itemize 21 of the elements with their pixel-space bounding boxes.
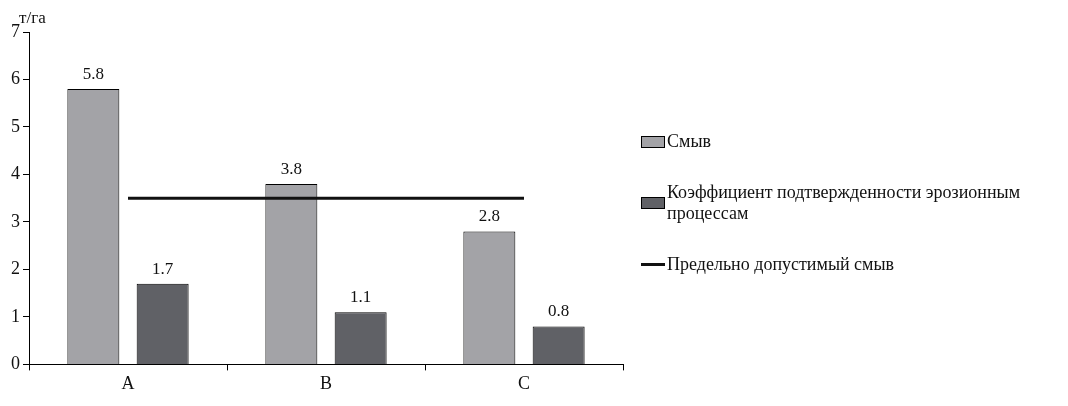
data-label: 2.8 xyxy=(478,206,500,226)
data-label: 1.7 xyxy=(152,258,174,278)
x-tick-label: A xyxy=(121,372,135,393)
y-tick-label: 0 xyxy=(11,353,20,374)
legend-label: Смыв xyxy=(667,131,711,152)
x-tick-label: B xyxy=(319,372,333,393)
data-label: 5.8 xyxy=(82,63,104,83)
data-label: 1.1 xyxy=(350,287,372,307)
y-tick-label: 2 xyxy=(11,258,20,279)
legend-label: Предельно допустимый смыв xyxy=(667,254,895,275)
y-tick-label: 6 xyxy=(11,68,20,89)
x-tick-label: C xyxy=(517,372,531,393)
y-axis-title: т/га xyxy=(19,7,47,27)
y-tick-label: 3 xyxy=(11,210,20,231)
legend-label: Коэффициент подтвержденности эрозионным процессам xyxy=(667,182,1022,224)
data-label: 3.8 xyxy=(280,158,302,178)
y-tick-label: 1 xyxy=(11,305,20,326)
y-tick-label: 5 xyxy=(11,115,20,136)
data-label: 0.8 xyxy=(548,301,570,321)
y-tick-label: 4 xyxy=(11,163,20,184)
y-tick-label: 7 xyxy=(11,20,20,41)
